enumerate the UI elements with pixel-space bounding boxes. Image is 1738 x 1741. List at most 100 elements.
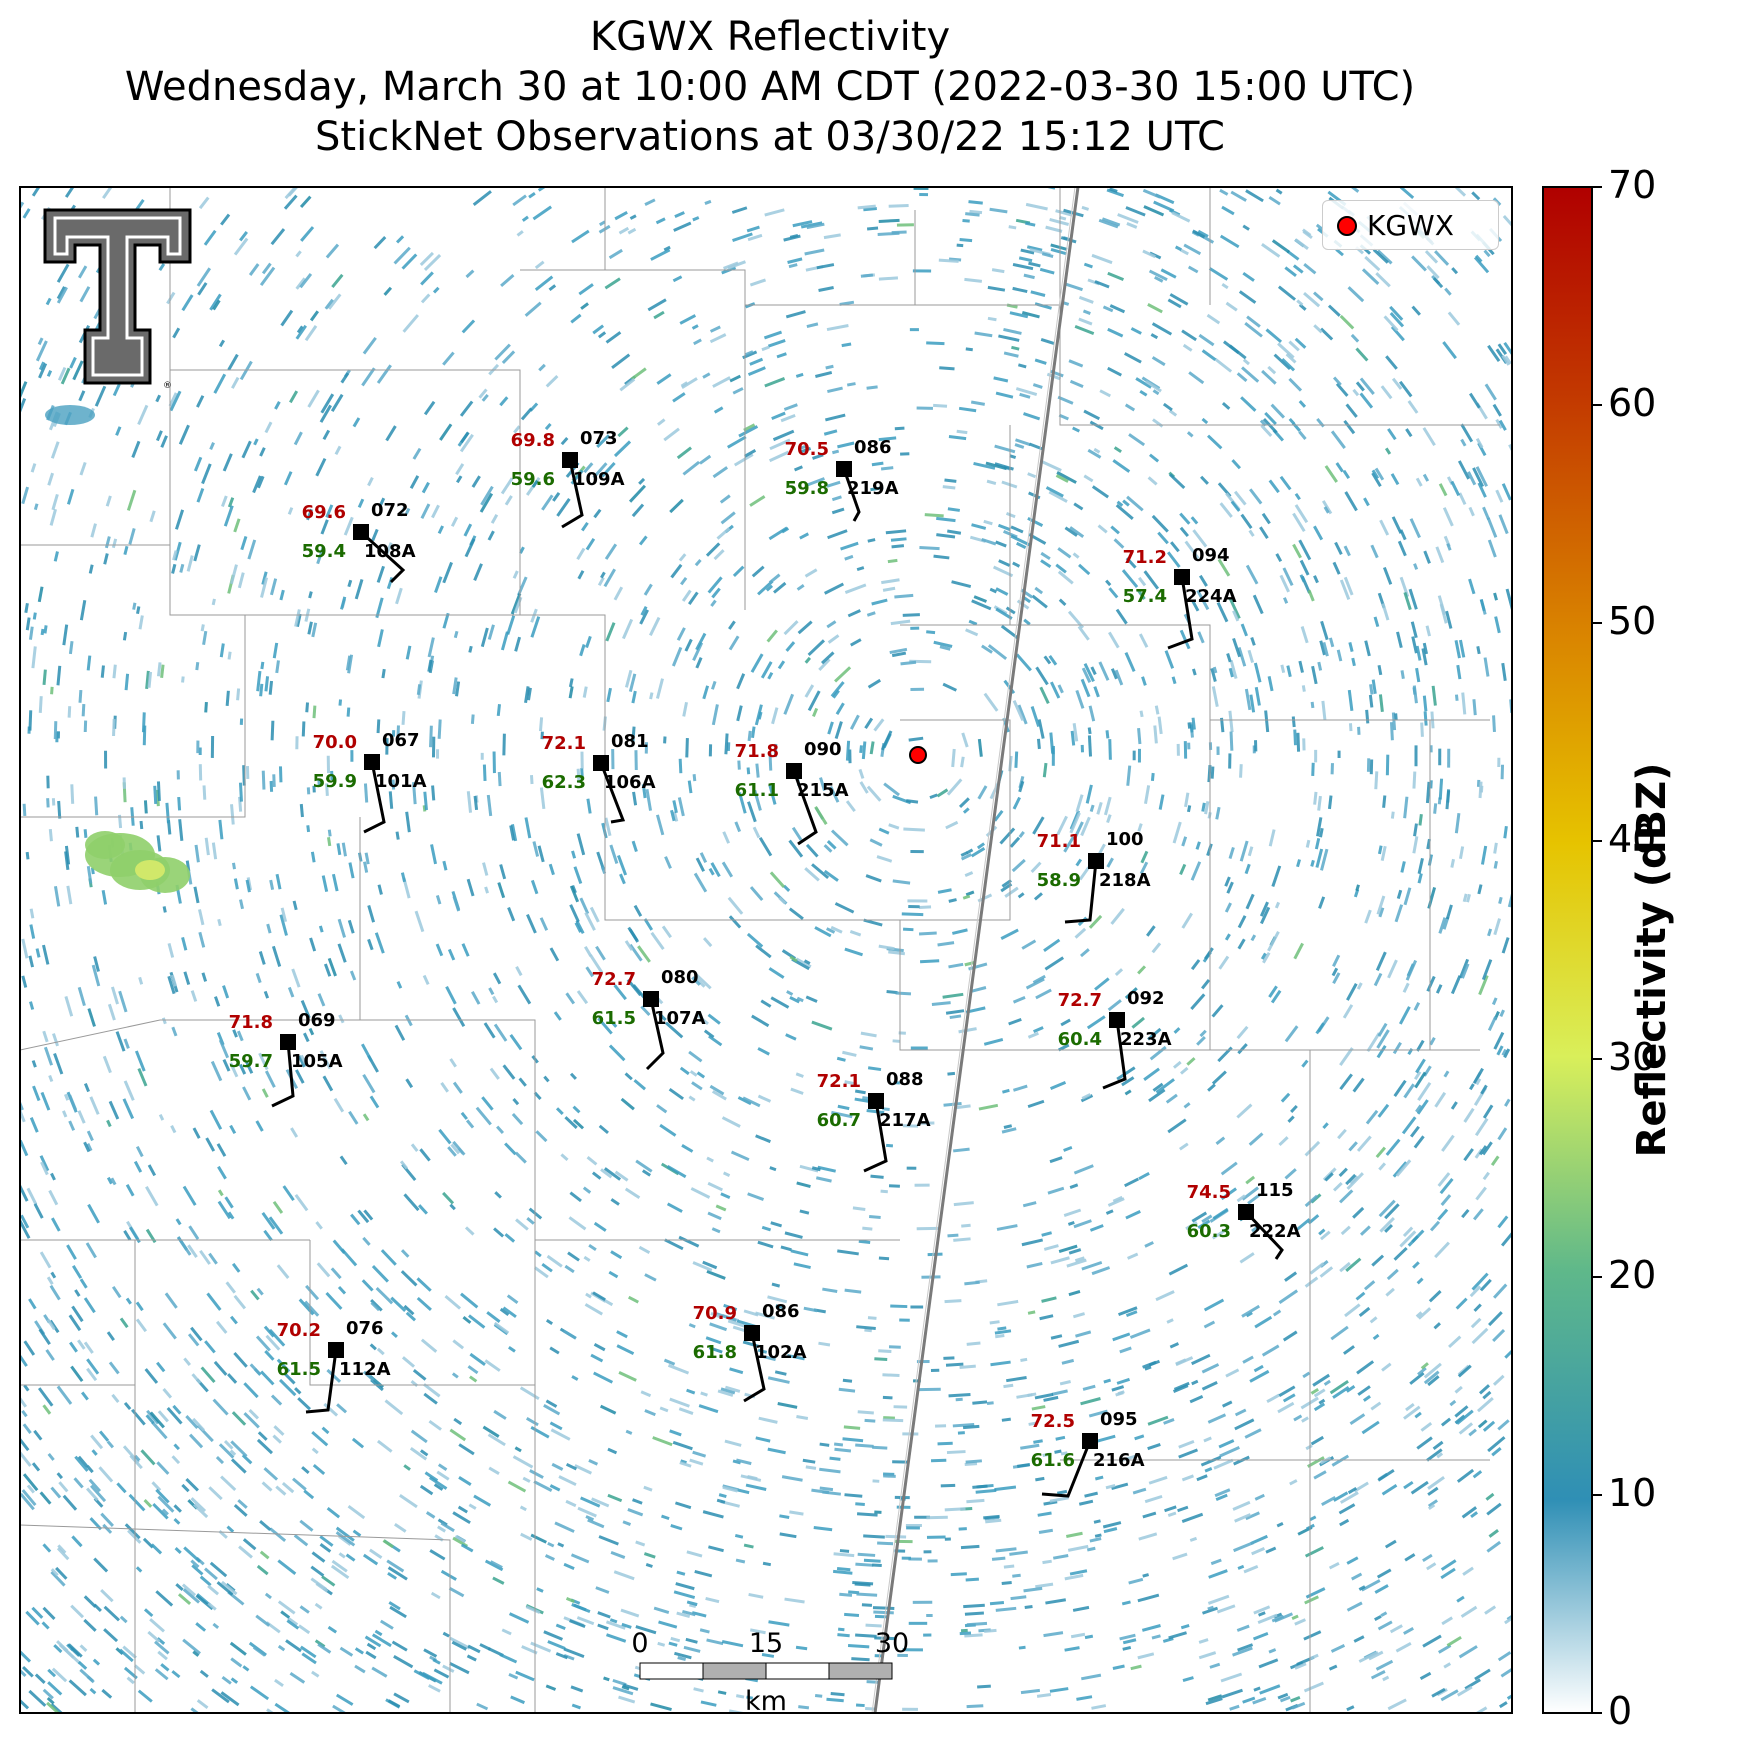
wind-barb bbox=[305, 1349, 338, 1414]
station-id: 102A bbox=[755, 1342, 807, 1363]
station-dewpoint: 60.7 bbox=[817, 1110, 861, 1131]
legend-label: KGWX bbox=[1367, 209, 1454, 242]
station-pressure: 069 bbox=[298, 1010, 336, 1031]
station-temp: 74.5 bbox=[1187, 1182, 1231, 1203]
station-temp: 70.2 bbox=[277, 1320, 321, 1341]
colorbar-tick-label: 0 bbox=[1608, 1689, 1633, 1733]
station-pressure: 073 bbox=[580, 428, 618, 449]
station-dewpoint: 62.3 bbox=[542, 772, 586, 793]
wind-barb bbox=[743, 1332, 766, 1403]
station-223A: 72.7 092 60.4 223A bbox=[1058, 988, 1172, 1090]
colorbar-tick-label: 60 bbox=[1608, 381, 1657, 425]
station-temp: 69.8 bbox=[511, 430, 555, 451]
station-219A: 70.5 086 59.8 219A bbox=[785, 437, 899, 522]
station-marker bbox=[786, 763, 802, 779]
station-temp: 72.7 bbox=[592, 969, 636, 990]
station-temp: 72.1 bbox=[542, 733, 586, 754]
station-id: 107A bbox=[654, 1008, 706, 1029]
station-id: 224A bbox=[1185, 586, 1237, 607]
title-line-1: KGWX Reflectivity bbox=[589, 14, 951, 60]
wind-barb bbox=[863, 1100, 888, 1173]
station-temp: 72.7 bbox=[1058, 990, 1102, 1011]
station-temp: 70.0 bbox=[313, 732, 357, 753]
station-dewpoint: 61.5 bbox=[277, 1359, 321, 1380]
station-pressure: 094 bbox=[1192, 545, 1230, 566]
station-pressure: 095 bbox=[1100, 1409, 1138, 1430]
station-pressure: 092 bbox=[1127, 988, 1165, 1009]
colorbar-tick-label: 30 bbox=[1608, 1035, 1657, 1079]
station-dewpoint: 59.4 bbox=[302, 541, 346, 562]
station-pressure: 076 bbox=[346, 1318, 384, 1339]
station-id: 216A bbox=[1093, 1450, 1145, 1471]
station-temp: 72.1 bbox=[817, 1071, 861, 1092]
wind-barb bbox=[1041, 1440, 1092, 1498]
station-pressure: 086 bbox=[854, 437, 892, 458]
station-id: 101A bbox=[375, 771, 427, 792]
station-106A: 72.1 081 62.3 106A bbox=[542, 731, 656, 824]
station-pressure: 090 bbox=[804, 739, 842, 760]
station-id: 223A bbox=[1120, 1029, 1172, 1050]
station-marker bbox=[1238, 1204, 1254, 1220]
station-id: 109A bbox=[573, 469, 625, 490]
station-id: 219A bbox=[847, 478, 899, 499]
station-112A: 70.2 076 61.5 112A bbox=[277, 1318, 391, 1414]
station-marker bbox=[836, 461, 852, 477]
station-id: 222A bbox=[1249, 1221, 1301, 1242]
station-dewpoint: 61.1 bbox=[735, 780, 779, 801]
station-107A: 72.7 080 61.5 107A bbox=[592, 967, 706, 1071]
wind-barb bbox=[271, 1041, 295, 1108]
station-109A: 69.8 073 59.6 109A bbox=[511, 428, 625, 529]
station-dewpoint: 59.7 bbox=[229, 1051, 273, 1072]
colorbar-tick-label: 20 bbox=[1608, 1253, 1657, 1297]
station-temp: 72.5 bbox=[1031, 1411, 1075, 1432]
station-marker bbox=[744, 1325, 760, 1341]
station-marker bbox=[364, 754, 380, 770]
scale-tick-2: 30 bbox=[875, 1628, 909, 1659]
station-pressure: 088 bbox=[886, 1069, 924, 1090]
colorbar-tick-label: 70 bbox=[1608, 163, 1657, 207]
station-id: 217A bbox=[879, 1110, 931, 1131]
county-boundaries bbox=[20, 187, 1500, 1713]
wind-barb bbox=[1102, 1019, 1127, 1090]
colorbar bbox=[1542, 186, 1602, 1714]
svg-text:®: ® bbox=[163, 381, 172, 391]
station-pressure: 067 bbox=[382, 730, 420, 751]
station-temp: 70.5 bbox=[785, 439, 829, 460]
title-line-2: Wednesday, March 30 at 10:00 AM CDT (202… bbox=[124, 64, 1416, 110]
station-marker bbox=[1082, 1433, 1098, 1449]
station-pressure: 081 bbox=[611, 731, 649, 752]
colorbar-tick-label: 10 bbox=[1608, 1471, 1657, 1515]
wind-barb bbox=[363, 761, 386, 834]
station-224A: 71.2 094 57.4 224A bbox=[1123, 545, 1237, 650]
station-marker bbox=[643, 991, 659, 1007]
station-pressure: 115 bbox=[1256, 1180, 1294, 1201]
wind-barb bbox=[1064, 860, 1098, 924]
station-dewpoint: 60.3 bbox=[1187, 1221, 1231, 1242]
station-marker bbox=[1174, 569, 1190, 585]
station-102A: 70.9 086 61.8 102A bbox=[693, 1301, 807, 1403]
station-216A: 72.5 095 61.6 216A bbox=[1031, 1409, 1145, 1498]
station-temp: 71.8 bbox=[735, 741, 779, 762]
station-pressure: 072 bbox=[371, 500, 409, 521]
station-218A: 71.1 100 58.9 218A bbox=[1037, 829, 1151, 924]
station-marker bbox=[593, 755, 609, 771]
station-dewpoint: 59.9 bbox=[313, 771, 357, 792]
station-dewpoint: 59.8 bbox=[785, 478, 829, 499]
station-id: 105A bbox=[291, 1051, 343, 1072]
wind-barb bbox=[1244, 1210, 1284, 1260]
radar-site-marker bbox=[904, 744, 932, 766]
wind-barb bbox=[842, 468, 861, 522]
station-dewpoint: 61.8 bbox=[693, 1342, 737, 1363]
station-dewpoint: 60.4 bbox=[1058, 1029, 1102, 1050]
station-marker bbox=[353, 524, 369, 540]
colorbar-tick-label: 40 bbox=[1608, 817, 1657, 861]
colorbar-tick-label: 50 bbox=[1608, 599, 1657, 643]
station-temp: 69.6 bbox=[302, 502, 346, 523]
wind-barb bbox=[792, 770, 818, 846]
station-dewpoint: 58.9 bbox=[1037, 870, 1081, 891]
station-dewpoint: 61.6 bbox=[1031, 1450, 1075, 1471]
interstate-highway bbox=[873, 187, 1080, 1713]
title-line-3: StickNet Observations at 03/30/22 15:12 … bbox=[315, 114, 1225, 160]
scale-bar: 0 15 30 km bbox=[631, 1628, 909, 1717]
scale-unit: km bbox=[745, 1686, 787, 1717]
